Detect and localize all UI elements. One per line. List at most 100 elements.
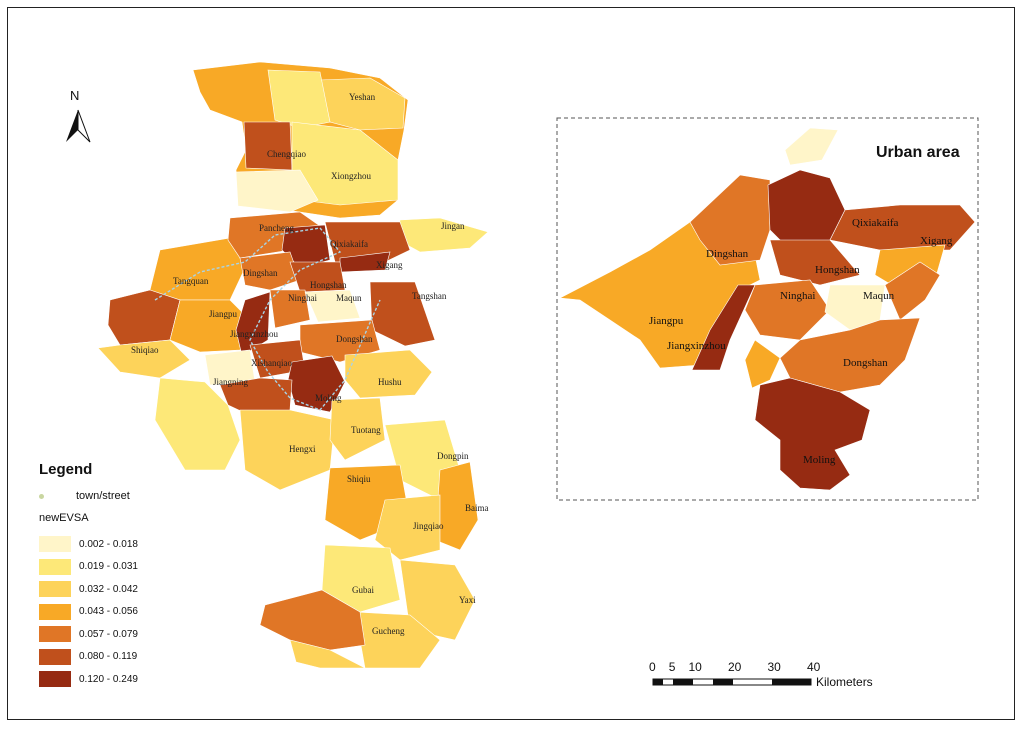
place-label: Chengqiao [267,149,306,159]
urban-region-east[interactable] [884,261,941,321]
place-label: Jingan [441,221,465,231]
region-southwest-gucheng[interactable] [259,589,366,651]
region-shiqiao[interactable] [97,339,191,379]
urban-region-dingshan[interactable] [689,174,771,266]
urban-place-label: Xigang [920,235,953,247]
place-label: Tangshan [412,291,447,301]
legend-swatch [39,648,71,665]
legend-class-label: 0.080 - 0.119 [79,651,138,663]
urban-region-north[interactable] [784,127,839,166]
town-point-icon [39,493,44,499]
map-frame [7,7,1015,720]
place-label: Jiangpu [209,309,237,319]
region-southwest[interactable] [154,377,241,471]
place-label: Ninghai [288,293,317,303]
legend-class-label: 0.043 - 0.056 [79,606,138,618]
urban-region-ninghai[interactable] [744,279,831,341]
region-jiangpu[interactable] [169,299,251,353]
region-north-mid[interactable] [267,69,331,129]
place-label: Jiangxinzhou [230,329,278,339]
scale-tick-label: 5 [668,660,676,674]
legend-class-label: 0.002 - 0.018 [79,538,138,550]
legend-swatch [39,536,71,553]
region-shiqiao-west[interactable] [107,289,181,346]
place-label: Yaxi [459,595,476,605]
legend-class: 0.032 - 0.042 [39,578,138,601]
place-label: Shiqiao [131,345,159,355]
legend-class: 0.043 - 0.056 [39,601,138,624]
urban-place-label: Jiangpu [649,315,684,327]
legend-swatch [39,558,71,575]
region-tangquan[interactable] [149,237,246,301]
legend-class: 0.002 - 0.018 [39,533,138,556]
place-label: Xiongzhou [331,171,371,181]
urban-place-label: Jiangxinzhou [667,340,726,352]
place-label: Dongpin [437,451,469,461]
urban-place-label: Dingshan [706,248,749,260]
scale-tick-label: 30 [767,660,781,674]
urban-region-south-edge[interactable] [744,339,781,389]
legend-class: 0.019 - 0.031 [39,556,138,579]
place-label: Gucheng [372,626,405,636]
scale-tick-label: 10 [688,660,702,674]
place-label: Dingshan [243,268,278,278]
place-label: Yeshan [349,92,376,102]
legend-class-label: 0.019 - 0.031 [79,561,138,573]
urban-labels: Qixiakaifa Xigang Dingshan Hongshan Ning… [649,217,953,466]
place-label: Xishanqiao [251,358,292,368]
legend-class: 0.080 - 0.119 [39,646,138,669]
urban-inset-frame [556,117,979,501]
region-jingqiao[interactable] [374,494,441,561]
scale-bar-unit: Kilometers [816,675,873,689]
urban-region-dongshan[interactable] [779,317,921,393]
legend-class-label: 0.057 - 0.079 [79,628,138,640]
scale-tick-label: 40 [807,660,821,674]
urban-area-title: Urban area [876,144,960,161]
legend-class: 0.120 - 0.249 [39,668,138,691]
legend-swatch [39,581,71,598]
region-hushu[interactable] [344,349,433,399]
legend-town-label: town/street [76,490,130,502]
place-label: Hushu [378,377,402,387]
legend-class: 0.057 - 0.079 [39,623,138,646]
legend-title: Legend [39,461,93,478]
legend-town-entry: town/street [39,490,130,502]
urban-place-label: Qixiakaifa [852,217,899,229]
region-chengqiao[interactable] [243,121,293,171]
legend-class-label: 0.120 - 0.249 [79,673,138,685]
urban-region-moling[interactable] [754,377,871,491]
region-south-tip[interactable] [289,639,366,669]
place-label: Tangquan [173,276,209,286]
legend-classes: 0.002 - 0.018 0.019 - 0.031 0.032 - 0.042 0… [39,533,138,691]
place-label: Jiangning [213,377,248,387]
urban-place-label: Maqun [863,290,895,302]
north-label: N [70,88,80,103]
yangtze-river [154,227,381,411]
region-north-pale[interactable] [235,169,319,213]
urban-place-label: Ninghai [780,290,815,302]
urban-place-label: Hongshan [815,264,860,276]
legend-class-label: 0.032 - 0.042 [79,583,138,595]
place-label: Dongshan [336,334,373,344]
region-maqun[interactable] [304,289,361,323]
region-tuotang[interactable] [329,397,386,461]
region-gubai[interactable] [321,544,401,613]
place-label: Gubai [352,585,374,595]
urban-map [558,127,976,491]
place-label: Shiqiu [347,474,371,484]
region-yeshan[interactable] [319,77,406,131]
place-label: Moling [315,393,342,403]
region-ninghai[interactable] [269,289,311,329]
region-gucheng[interactable] [354,611,441,669]
legend-swatch [39,626,71,643]
place-label: Hengxi [289,444,316,454]
legend-swatch [39,671,71,688]
scale-tick-label: 0 [649,660,656,674]
urban-place-label: Moling [803,454,836,466]
region-hengxi[interactable] [239,409,336,491]
place-label: Pancheng [259,223,294,233]
place-label: Hongshan [310,280,347,290]
urban-region-hongshan[interactable] [769,239,861,286]
scale-tick-label: 20 [728,660,742,674]
